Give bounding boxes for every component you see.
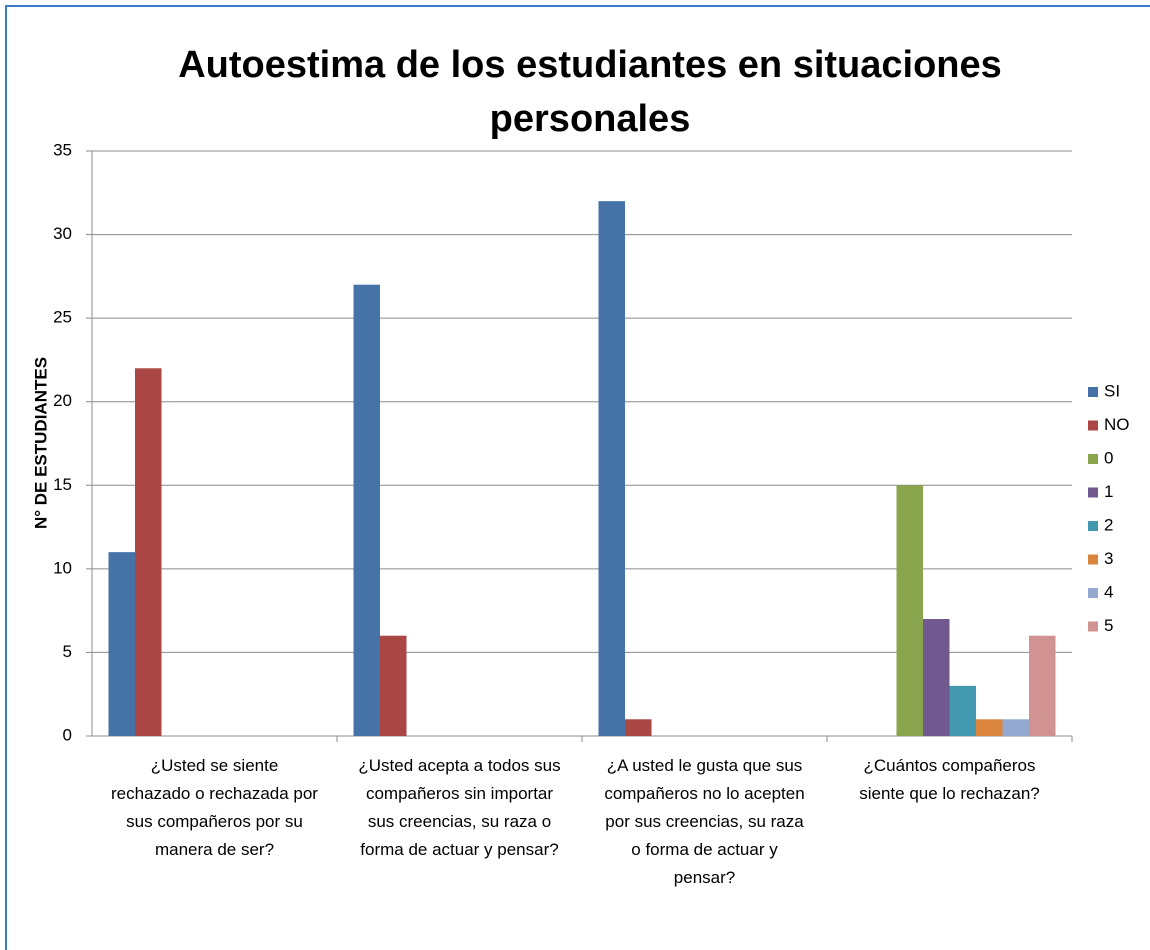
chart-border <box>5 5 1150 950</box>
legend-swatch <box>1088 487 1098 498</box>
bar <box>896 485 923 736</box>
bar <box>949 685 976 736</box>
bar <box>1029 635 1056 736</box>
x-tick-label: ¿Cuántos compañeros siente que lo rechaz… <box>859 756 1040 803</box>
bar <box>625 719 652 736</box>
y-tick-label: 10 <box>53 558 72 577</box>
legend-swatch <box>1088 554 1098 565</box>
y-axis-title: N° DE ESTUDIANTES <box>31 357 50 529</box>
x-tick-label: ¿Usted se siente rechazado o rechazada p… <box>111 756 318 859</box>
chart-title: Autoestima de los estudiantes en situaci… <box>178 44 1002 140</box>
bar <box>108 552 135 736</box>
legend-label: 1 <box>1104 482 1113 501</box>
y-tick-label: 20 <box>53 391 72 410</box>
bar <box>1002 719 1029 736</box>
legend-label: 4 <box>1104 582 1113 601</box>
y-tick-label: 30 <box>53 224 72 243</box>
x-tick-label: ¿A usted le gusta que sus compañeros no … <box>604 756 805 887</box>
bar <box>598 201 625 737</box>
x-tick-label: ¿Usted acepta a todos sus compañeros sin… <box>358 756 561 859</box>
y-tick-label: 0 <box>63 725 72 744</box>
bar <box>135 368 162 736</box>
legend-label: SI <box>1104 381 1120 400</box>
bar <box>353 284 380 736</box>
legend-label: 0 <box>1104 448 1113 467</box>
legend-swatch <box>1088 521 1098 531</box>
legend-swatch <box>1088 454 1098 464</box>
legend-swatch <box>1088 387 1098 397</box>
legend-swatch <box>1088 420 1098 431</box>
legend-label: 5 <box>1104 616 1113 635</box>
legend-swatch <box>1088 621 1098 632</box>
legend-label: 3 <box>1104 549 1113 568</box>
bar <box>923 619 950 736</box>
bar <box>380 635 407 736</box>
bar <box>976 719 1003 736</box>
y-tick-label: 35 <box>53 140 72 159</box>
y-tick-label: 15 <box>53 475 72 494</box>
legend-swatch <box>1088 588 1098 598</box>
y-tick-label: 25 <box>53 308 72 327</box>
legend-label: NO <box>1104 415 1130 434</box>
y-tick-label: 5 <box>63 642 72 661</box>
legend-label: 2 <box>1104 515 1113 534</box>
